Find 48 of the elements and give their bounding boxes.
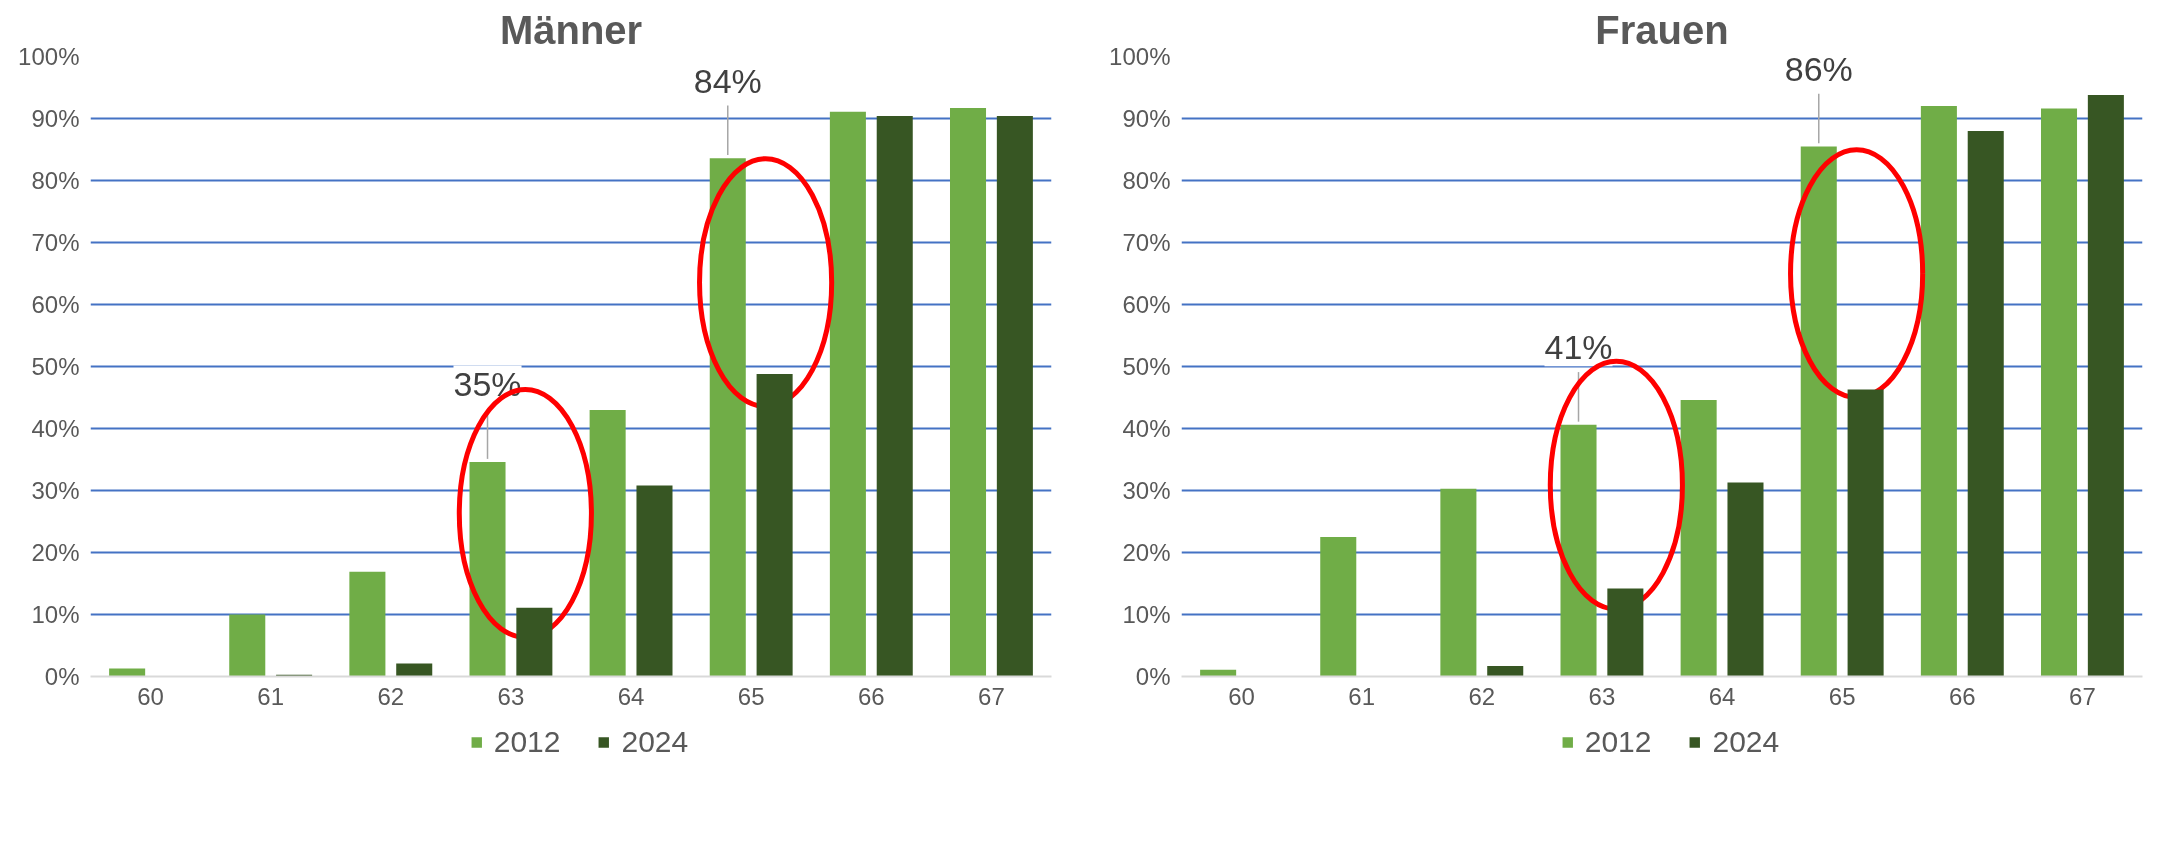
y-tick-label: 40% [31,415,80,442]
y-tick-label: 100% [1109,43,1171,70]
y-tick-label: 60% [31,291,80,318]
data-label: 41% [1544,328,1613,367]
x-tick-label: 66 [1948,682,1976,710]
y-tick-label: 100% [18,43,80,70]
legend-label: 2012 [493,725,561,759]
x-tick-label: 67 [978,682,1005,710]
y-tick-label: 80% [1122,167,1171,194]
y-tick-label: 50% [1122,353,1171,380]
x-tick-label: 65 [737,682,765,710]
y-tick-label: 70% [31,229,80,256]
y-tick-label: 30% [31,477,80,504]
y-tick-label: 0% [44,663,80,690]
y-tick-label: 70% [1122,229,1171,256]
x-tick-label: 67 [2069,682,2096,710]
y-tick-label: 90% [31,105,80,132]
chart-title: Männer [499,7,643,52]
data-label: 35% [453,365,522,404]
y-tick-label: 80% [31,167,80,194]
x-tick-label: 64 [617,682,645,710]
x-tick-label: 60 [137,682,164,710]
legend-label: 2012 [1584,725,1652,759]
data-label: 84% [693,61,762,100]
chart-title: Frauen [1595,7,1729,52]
y-tick-label: 90% [1122,105,1171,132]
legend-label: 2024 [621,725,689,759]
x-tick-label: 65 [1828,682,1856,710]
y-tick-label: 40% [1122,415,1171,442]
y-tick-label: 10% [1122,601,1171,628]
y-tick-label: 60% [1122,291,1171,318]
y-tick-label: 0% [1135,663,1171,690]
x-tick-label: 62 [377,682,405,710]
data-label: 86% [1784,49,1853,88]
legend-label: 2024 [1712,725,1780,759]
x-tick-label: 62 [1468,682,1496,710]
x-tick-label: 61 [257,682,285,710]
y-tick-label: 30% [1122,477,1171,504]
x-tick-label: 63 [1588,682,1616,710]
x-tick-label: 66 [857,682,885,710]
y-tick-label: 10% [31,601,80,628]
y-tick-label: 50% [31,353,80,380]
x-tick-label: 60 [1228,682,1255,710]
x-tick-label: 61 [1348,682,1376,710]
x-tick-label: 63 [497,682,525,710]
y-tick-label: 20% [31,539,80,566]
x-tick-label: 64 [1708,682,1736,710]
y-tick-label: 20% [1122,539,1171,566]
